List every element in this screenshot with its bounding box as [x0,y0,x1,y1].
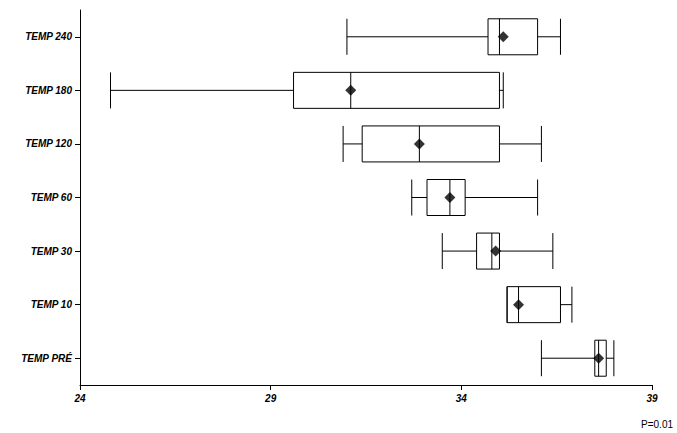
svg-text:P=0.01: P=0.01 [641,419,673,430]
svg-text:34: 34 [456,393,468,404]
svg-text:TEMP 60: TEMP 60 [31,192,73,203]
svg-text:TEMP 240: TEMP 240 [25,31,72,42]
svg-text:TEMP PRÉ: TEMP PRÉ [21,352,72,364]
svg-text:29: 29 [264,393,277,404]
svg-text:TEMP 30: TEMP 30 [31,246,73,257]
svg-text:TEMP 180: TEMP 180 [25,85,72,96]
svg-text:TEMP 10: TEMP 10 [31,299,73,310]
svg-text:39: 39 [646,393,658,404]
svg-text:24: 24 [73,393,86,404]
svg-text:TEMP 120: TEMP 120 [25,138,72,149]
